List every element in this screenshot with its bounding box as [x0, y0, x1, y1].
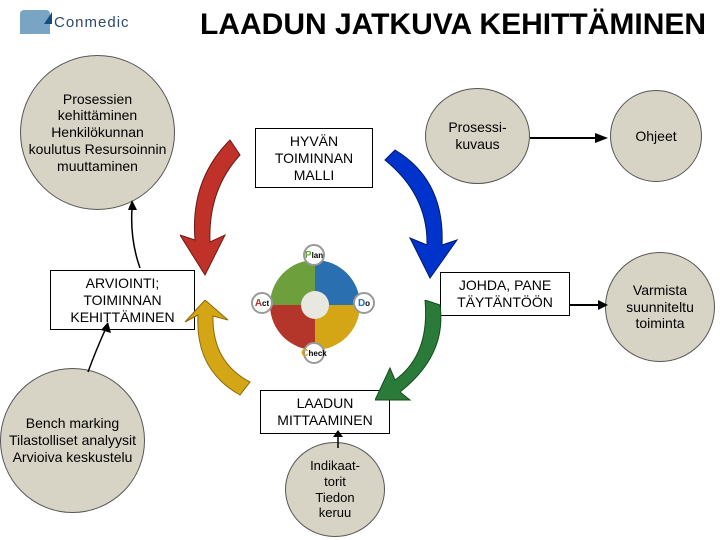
arrow-blue-top-right [380, 130, 460, 280]
pdca-p-label: Plan [303, 244, 325, 266]
arrow-green-bottom-right [375, 300, 460, 410]
logo-text: Conmedic [54, 14, 130, 31]
arrow-indik-laadun [328, 430, 348, 450]
circle-indikaattorit: Indikaat- torit Tiedon keruu [285, 442, 385, 537]
logo-icon [20, 10, 50, 34]
circle-benchmarking: Bench marking Tilastolliset analyysit Ar… [0, 368, 145, 513]
arrow-prosessi-ohjeet [530, 128, 610, 148]
circle-ohjeet: Ohjeet [610, 90, 702, 182]
logo: Conmedic [20, 10, 130, 34]
pdca-wheel: Plan Do Check Act [255, 250, 375, 360]
box-arviointi: ARVIOINTI; TOIMINNAN KEHITTÄMINEN [50, 270, 195, 330]
arrow-bench-arviointi [78, 322, 118, 377]
circle-prosessien: Prosessien kehittäminen Henkilökunnan ko… [20, 55, 175, 210]
box-laadun-mittaaminen: LAADUN MITTAAMINEN [260, 390, 390, 434]
page-title: LAADUN JATKUVA KEHITTÄMINEN [200, 8, 706, 41]
arrow-yellow-bottom-left [180, 300, 265, 410]
circle-varmista: Varmista suunniteltu toiminta [605, 252, 715, 362]
box-hyvan-toiminnan: HYVÄN TOIMINNAN MALLI [255, 128, 373, 188]
arrow-arviointi-prosessien [120, 200, 160, 272]
arrow-red-top-left [180, 130, 260, 280]
arrow-johda-varmista [570, 295, 610, 315]
pdca-d-label: Do [353, 292, 375, 314]
pdca-c-label: Check [303, 342, 325, 364]
